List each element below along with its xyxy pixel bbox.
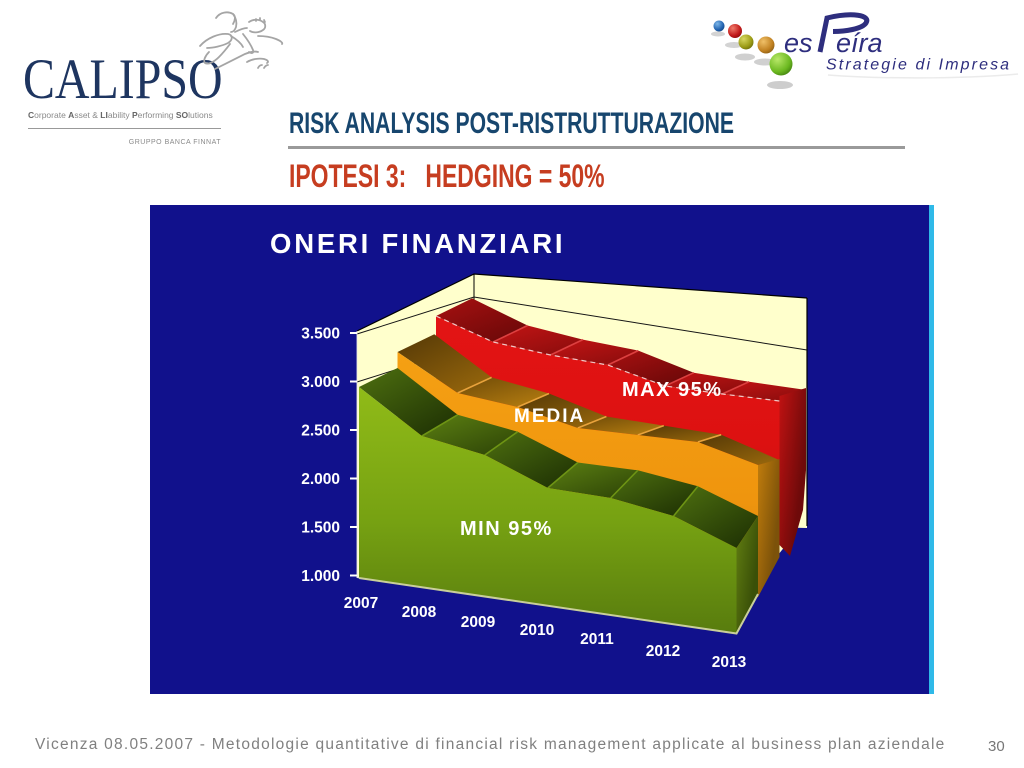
- svg-text:Strategie di Impresa: Strategie di Impresa: [826, 57, 1011, 74]
- svg-text:2012: 2012: [646, 643, 680, 660]
- svg-text:ONERI FINANZIARI: ONERI FINANZIARI: [270, 228, 565, 259]
- svg-text:2007: 2007: [344, 595, 378, 612]
- svg-text:2.000: 2.000: [301, 471, 340, 488]
- svg-text:1.500: 1.500: [301, 520, 340, 537]
- svg-text:2013: 2013: [712, 654, 747, 671]
- svg-text:2009: 2009: [461, 614, 496, 631]
- svg-text:2.500: 2.500: [301, 423, 340, 440]
- svg-text:2011: 2011: [580, 631, 614, 648]
- svg-text:eíra: eíra: [836, 28, 883, 58]
- svg-text:3.500: 3.500: [301, 326, 340, 343]
- svg-text:MEDIA: MEDIA: [514, 406, 585, 427]
- svg-text:MAX 95%: MAX 95%: [622, 379, 723, 401]
- svg-text:MIN 95%: MIN 95%: [460, 518, 553, 540]
- svg-text:es: es: [784, 28, 813, 58]
- svg-text:1.000: 1.000: [301, 568, 340, 585]
- svg-text:3.000: 3.000: [301, 374, 340, 391]
- svg-text:2010: 2010: [520, 622, 554, 639]
- svg-text:2008: 2008: [402, 604, 437, 621]
